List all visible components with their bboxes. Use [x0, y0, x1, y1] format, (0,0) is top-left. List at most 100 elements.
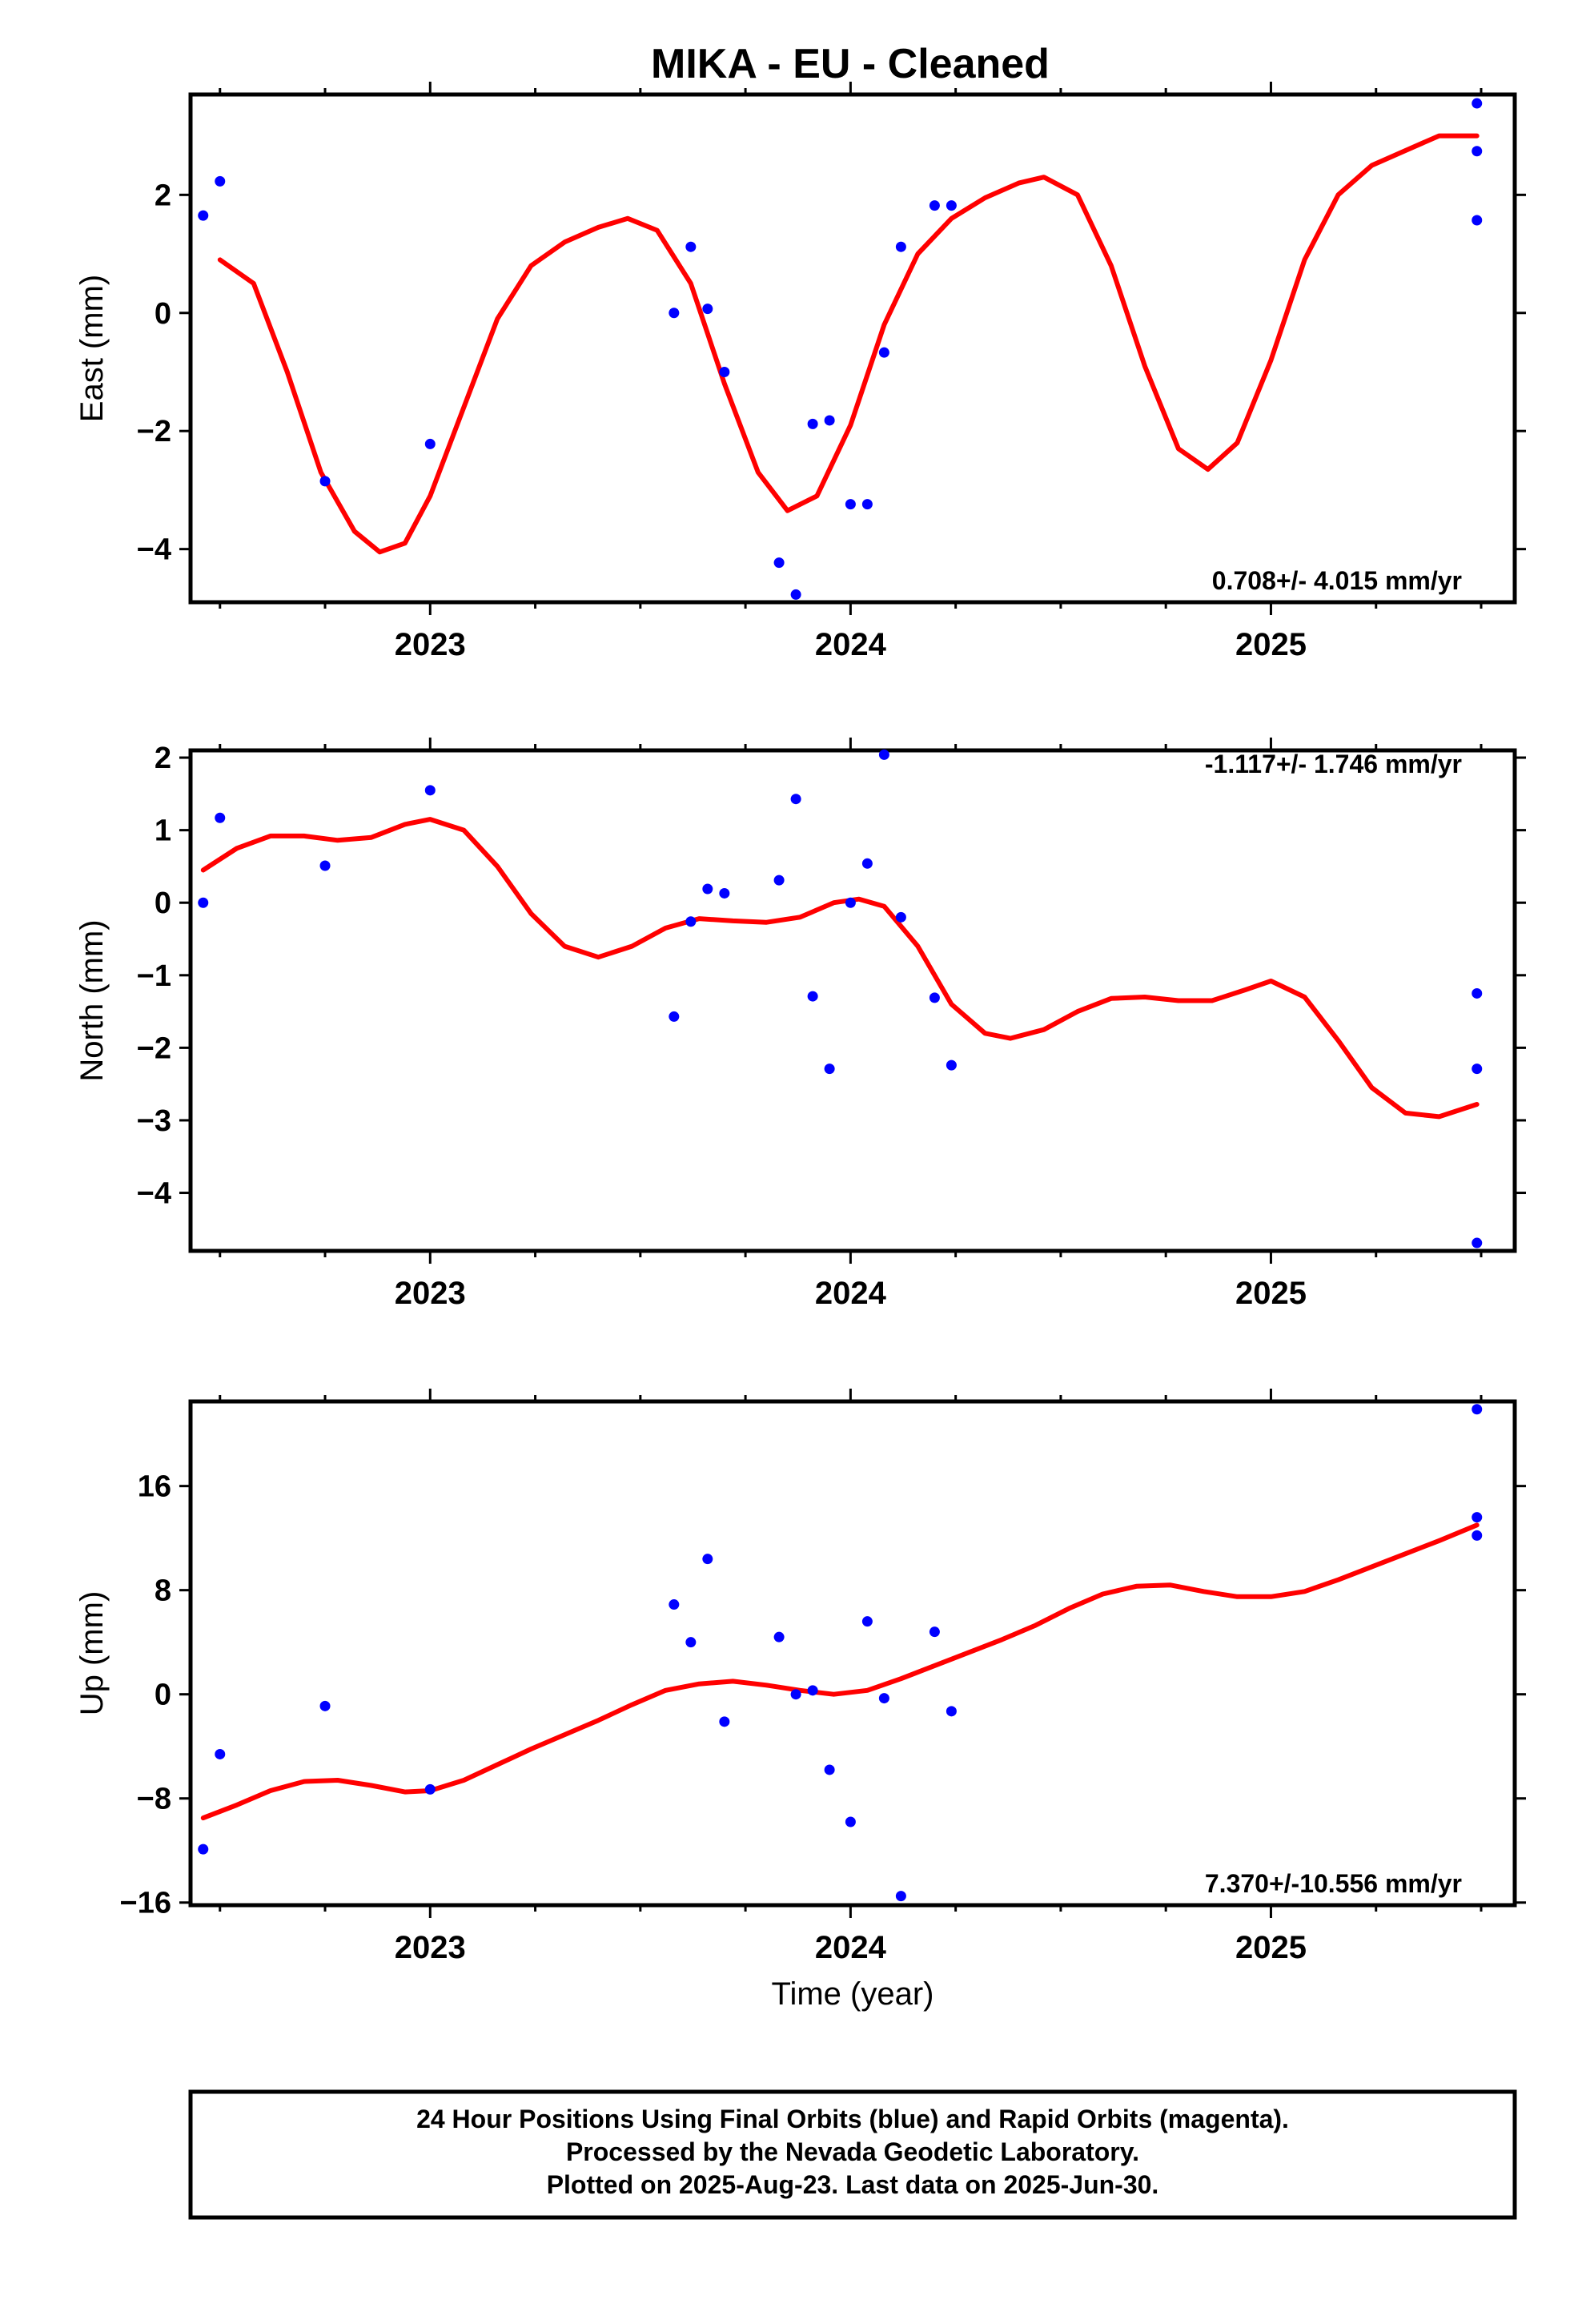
- up-data-point: [215, 1748, 226, 1759]
- east-data-point: [861, 499, 873, 510]
- up-data-point: [1472, 1530, 1483, 1541]
- north-ytick-label: −2: [137, 1031, 171, 1065]
- north-data-point: [824, 1063, 835, 1075]
- up-ytick-label: −8: [137, 1783, 171, 1816]
- east-data-point: [669, 308, 680, 319]
- north-data-point: [773, 875, 785, 886]
- footer-line-2: Processed by the Nevada Geodetic Laborat…: [566, 2137, 1139, 2166]
- east-data-point: [1472, 98, 1483, 109]
- north-panel: 2 1 0 −1 −2 −3 −4 2023 2024 2025 North (mm) -1.117+…: [74, 738, 1526, 1311]
- east-data-point: [319, 476, 331, 487]
- up-data-point: [719, 1716, 730, 1727]
- north-data-point: [198, 897, 209, 908]
- east-rate-label: 0.708+/- 4.015 mm/yr: [1212, 566, 1462, 595]
- up-data-point: [773, 1631, 785, 1642]
- east-plot-frame: [188, 92, 1517, 605]
- footer-frame: [188, 2089, 1517, 2220]
- east-fit-curve: [217, 133, 1480, 555]
- east-data-point: [702, 304, 713, 315]
- up-data-point: [807, 1685, 818, 1696]
- east-ytick-label: 2: [155, 179, 171, 212]
- up-rate-label: 7.370+/-10.556 mm/yr: [1205, 1869, 1462, 1898]
- north-ytick-label: 2: [155, 742, 171, 775]
- footer-line-1: 24 Hour Positions Using Final Orbits (bl…: [416, 2105, 1289, 2133]
- up-ytick-label: 16: [138, 1470, 171, 1504]
- north-data-point: [319, 860, 331, 871]
- north-data-point: [790, 794, 801, 805]
- north-data-point: [807, 991, 818, 1002]
- north-fit-curve: [200, 817, 1480, 1120]
- up-xtick-label: 2023: [395, 1930, 466, 1965]
- north-data-point: [719, 887, 730, 899]
- up-xlabel: Time (year): [772, 1976, 934, 2012]
- up-data-point: [946, 1706, 957, 1717]
- north-ytick-label: −4: [137, 1177, 171, 1211]
- east-data-point: [719, 366, 730, 377]
- east-data-point: [929, 200, 940, 211]
- north-data-point: [845, 897, 856, 908]
- east-data-point: [773, 557, 785, 569]
- up-data-point: [198, 1844, 209, 1855]
- north-data-point: [1472, 987, 1483, 999]
- east-xtick-label: 2023: [395, 627, 466, 662]
- up-data-point: [319, 1700, 331, 1711]
- east-data-point: [215, 175, 226, 187]
- up-ylabel: Up (mm): [74, 1591, 110, 1716]
- up-ytick-label: 8: [155, 1574, 171, 1608]
- figure-title: MIKA - EU - Cleaned: [651, 41, 1050, 87]
- north-data-point: [861, 858, 873, 869]
- north-data-point: [669, 1011, 680, 1022]
- footer-line-3: Plotted on 2025-Aug-23. Last data on 202…: [547, 2170, 1159, 2199]
- north-ytick-label: −3: [137, 1104, 171, 1138]
- east-data-point: [1472, 146, 1483, 157]
- north-data-point: [946, 1059, 957, 1071]
- north-ylabel: North (mm): [74, 919, 110, 1081]
- north-ytick-label: −1: [137, 959, 171, 993]
- up-plot-frame: [188, 1399, 1517, 1908]
- north-data-point: [424, 785, 436, 796]
- up-panel: 16 8 0 −8 −16 2023 2024 2025 Up (mm) Time (year) 7…: [74, 1389, 1526, 2012]
- east-data-point: [424, 438, 436, 449]
- north-xtick-label: 2024: [815, 1276, 887, 1311]
- north-ytick-label: 1: [155, 814, 171, 848]
- north-data-point: [215, 812, 226, 823]
- up-data-point: [702, 1554, 713, 1565]
- east-data-point: [790, 589, 801, 600]
- north-data-point: [878, 749, 889, 760]
- up-fit-curve: [200, 1522, 1480, 1821]
- up-data-point: [878, 1693, 889, 1704]
- up-data-point: [1472, 1512, 1483, 1523]
- east-data-point: [807, 418, 818, 429]
- east-data-point: [895, 241, 906, 252]
- east-data-point: [946, 200, 957, 211]
- east-ytick-label: −2: [137, 415, 171, 448]
- up-data-point: [929, 1626, 940, 1638]
- east-ytick-label: 0: [155, 297, 171, 331]
- up-data-point: [669, 1599, 680, 1610]
- north-ytick-label: 0: [155, 887, 171, 920]
- up-data-point: [861, 1616, 873, 1627]
- east-data-point: [878, 347, 889, 358]
- up-xtick-label: 2025: [1235, 1930, 1307, 1965]
- east-ylabel: East (mm): [74, 275, 110, 422]
- up-data-point: [685, 1637, 697, 1648]
- up-data-point: [824, 1764, 835, 1775]
- east-data-point: [685, 241, 697, 252]
- east-data-point: [198, 210, 209, 221]
- up-data-point: [845, 1816, 856, 1827]
- north-data-point: [929, 992, 940, 1003]
- east-data-point: [845, 499, 856, 510]
- north-plot-frame: [188, 748, 1517, 1253]
- north-rate-label: -1.117+/- 1.746 mm/yr: [1205, 750, 1462, 778]
- footer-box: 24 Hour Positions Using Final Orbits (bl…: [188, 2089, 1517, 2220]
- north-data-point: [1472, 1237, 1483, 1248]
- north-data-point: [1472, 1063, 1483, 1075]
- north-xtick-label: 2025: [1235, 1276, 1307, 1311]
- up-ytick-label: −16: [120, 1887, 171, 1920]
- east-data-point: [824, 415, 835, 426]
- up-data-point: [895, 1891, 906, 1902]
- up-data-point: [790, 1689, 801, 1700]
- up-data-point: [1472, 1404, 1483, 1415]
- east-xtick-label: 2024: [815, 627, 887, 662]
